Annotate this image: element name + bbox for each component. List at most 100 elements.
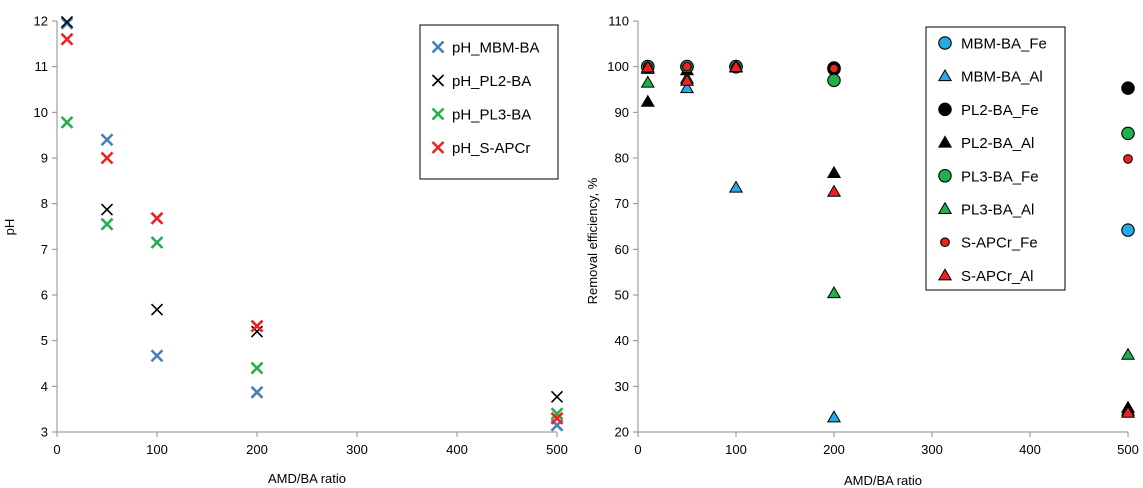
legend-label: PL3-BA_Fe [961,168,1039,185]
legend-label: pH_PL3-BA [452,107,531,124]
left-y-tick: 4 [41,379,57,394]
legend-item: S-APCr_Al [937,268,1034,285]
right-y-tick: 90 [615,105,638,120]
series-ph-pl2-ba [60,15,564,403]
data-point [150,211,164,225]
right-y-tick: 70 [615,196,638,211]
left-y-tick: 8 [41,196,57,211]
data-point [1120,405,1136,418]
series-ph-pl3-ba [60,115,564,421]
data-point [1121,223,1135,237]
right-y-tick: 80 [615,151,638,166]
data-point [1120,347,1136,360]
data-point [1123,154,1133,164]
left-x-tick-label: 100 [146,442,168,457]
left-x-tick-label: 0 [53,442,60,457]
legend-label: pH_PL2-BA [452,73,531,90]
data-point [150,236,164,249]
legend-marker [431,107,445,121]
legend-item: PL2-BA_Fe [938,102,1039,119]
data-point [1121,126,1135,141]
right-x-tick-label: 200 [823,442,845,457]
data-point [550,407,564,421]
legend-marker [937,135,953,148]
left-x-tick-label: 500 [546,442,568,457]
data-point [250,319,264,333]
legend-marker [431,74,445,87]
left-y-tick-label: 6 [41,288,48,303]
right-y-axis-label: Removal efficiency, % [585,177,600,304]
data-point [100,203,114,216]
left-y-tick: 7 [41,242,57,257]
legend-item: pH_PL3-BA [431,107,531,124]
series-ph-mbm-ba [60,16,564,432]
right-y-tick: 50 [615,288,638,303]
legend-marker [431,40,445,54]
legend-label: PL2-BA_Fe [961,102,1039,119]
data-point [100,133,114,147]
removal-efficiency-chart: AMD/BA ratio Removal efficiency, % 20 30 4… [585,14,1139,488]
series-s-apcr-fe [642,61,1133,164]
series-s-apcr-al [640,59,1136,418]
legend-label: pH_MBM-BA [452,40,540,57]
data-point [827,73,841,88]
right-x-tick-label: 500 [1117,442,1139,457]
data-point [640,94,655,107]
legend-label: PL3-BA_Al [961,202,1034,219]
left-legend: pH_MBM-BA pH_PL2-BA pH_PL3-BA pH_S-APCr [419,24,559,180]
right-x-tick: 300 [921,432,943,457]
right-y-tick: 40 [615,333,638,348]
legend-label: S-APCr_Al [961,268,1034,285]
left-y-tick: 11 [35,59,57,74]
left-x-tick-label: 400 [446,442,468,457]
right-y-tick-label: 40 [615,333,629,348]
legend-label: MBM-BA_Fe [961,36,1047,53]
left-y-tick-label: 7 [41,242,48,257]
data-point [1121,81,1135,95]
legend-marker [938,102,952,117]
left-y-tick: 10 [34,105,57,120]
right-x-tick: 100 [725,432,747,457]
left-y-tick-label: 10 [34,105,48,120]
left-y-tick: 6 [41,288,57,303]
left-y-tick-label: 5 [41,333,48,348]
right-y-tick-label: 50 [615,288,629,303]
data-point [728,59,744,73]
right-data-points [640,59,1136,423]
left-y-axis-label: pH [2,219,17,236]
left-axes: 3 4 5 6 7 8 9 10 11 12 0 100 200 300 400 500 [34,14,568,458]
legend-marker [938,36,952,50]
right-y-tick-label: 90 [615,105,629,120]
legend-marker [937,201,953,214]
right-x-tick-label: 400 [1019,442,1041,457]
left-x-tick: 200 [246,432,268,457]
data-point [728,180,744,193]
right-y-tick: 60 [615,242,638,257]
right-x-tick-label: 100 [725,442,747,457]
left-y-tick-label: 12 [34,14,48,29]
data-point [60,115,74,129]
right-y-tick-label: 70 [615,196,629,211]
data-point [150,349,164,363]
left-x-tick: 300 [346,432,368,457]
ph-chart: AMD/BA ratio pH 3 4 5 6 7 8 9 10 11 12 0 100 200 300 4… [2,14,568,487]
right-x-tick: 200 [823,432,845,457]
left-x-tick: 500 [546,432,568,457]
legend-item: MBM-BA_Al [937,69,1043,86]
legend-marker [431,141,445,154]
right-axes: 20 30 40 50 60 70 80 90 100 110 0 100 200 300 400 500 [607,14,1139,458]
legend-marker [940,237,950,248]
right-y-tick-label: 110 [608,14,629,29]
series-ph-s-apcr [60,32,564,425]
data-point [250,385,264,399]
left-y-tick-label: 9 [41,151,48,166]
legend-item: pH_MBM-BA [431,40,540,57]
legend-item: MBM-BA_Fe [938,36,1047,53]
left-x-tick-label: 300 [346,442,368,457]
data-point [679,80,695,94]
data-point [682,61,692,72]
data-point [100,151,114,165]
left-x-axis-label: AMD/BA ratio [268,471,346,486]
data-point [640,75,655,88]
